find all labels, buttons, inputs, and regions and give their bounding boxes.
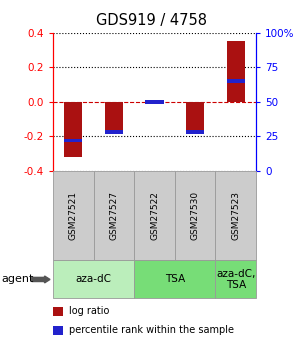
Text: GDS919 / 4758: GDS919 / 4758 xyxy=(96,13,207,28)
Bar xyxy=(105,130,123,134)
Text: aza-dC: aza-dC xyxy=(76,275,112,284)
Bar xyxy=(227,79,245,83)
Text: GSM27521: GSM27521 xyxy=(69,191,78,240)
Text: percentile rank within the sample: percentile rank within the sample xyxy=(69,325,234,335)
Bar xyxy=(227,41,245,102)
Bar xyxy=(105,102,123,130)
Text: aza-dC,
TSA: aza-dC, TSA xyxy=(216,269,255,290)
Text: GSM27522: GSM27522 xyxy=(150,191,159,240)
Text: GSM27527: GSM27527 xyxy=(109,191,118,240)
Text: GSM27523: GSM27523 xyxy=(231,191,240,240)
Text: TSA: TSA xyxy=(165,275,185,284)
Bar xyxy=(145,100,164,104)
Bar xyxy=(186,130,204,134)
Bar xyxy=(186,102,204,130)
Text: log ratio: log ratio xyxy=(69,306,109,316)
Text: GSM27530: GSM27530 xyxy=(191,191,200,240)
Bar xyxy=(64,139,82,142)
Bar xyxy=(64,102,82,157)
Text: agent: agent xyxy=(2,275,34,284)
